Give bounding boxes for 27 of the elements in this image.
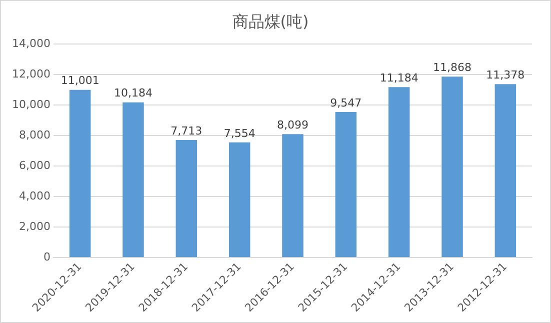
bar xyxy=(69,90,91,257)
y-tick-label: 12,000 xyxy=(12,68,50,81)
data-label: 8,099 xyxy=(276,118,308,132)
y-tick-label: 2,000 xyxy=(18,220,50,233)
data-label: 7,554 xyxy=(224,126,256,140)
bar xyxy=(388,87,410,257)
data-label: 9,547 xyxy=(330,96,362,110)
data-label: 11,001 xyxy=(60,74,100,88)
bar xyxy=(494,84,516,257)
bar xyxy=(176,140,198,257)
bar xyxy=(282,134,304,257)
bar xyxy=(442,76,463,257)
y-tick-label: 0 xyxy=(43,250,50,264)
data-label: 11,868 xyxy=(433,61,472,74)
bar xyxy=(122,102,144,257)
y-tick-label: 10,000 xyxy=(12,98,50,111)
y-tick-label: 6,000 xyxy=(18,158,50,172)
y-tick-label: 4,000 xyxy=(18,189,50,202)
data-label: 10,184 xyxy=(114,86,152,100)
bar xyxy=(228,142,250,257)
y-tick-label: 14,000 xyxy=(12,37,50,50)
y-tick-label: 8,000 xyxy=(18,128,50,142)
data-label: 11,184 xyxy=(380,71,418,84)
chart-title: 商品煤(吨) xyxy=(232,12,309,31)
data-label: 11,378 xyxy=(486,68,525,82)
bar xyxy=(335,112,357,257)
data-label: 7,713 xyxy=(170,124,202,138)
